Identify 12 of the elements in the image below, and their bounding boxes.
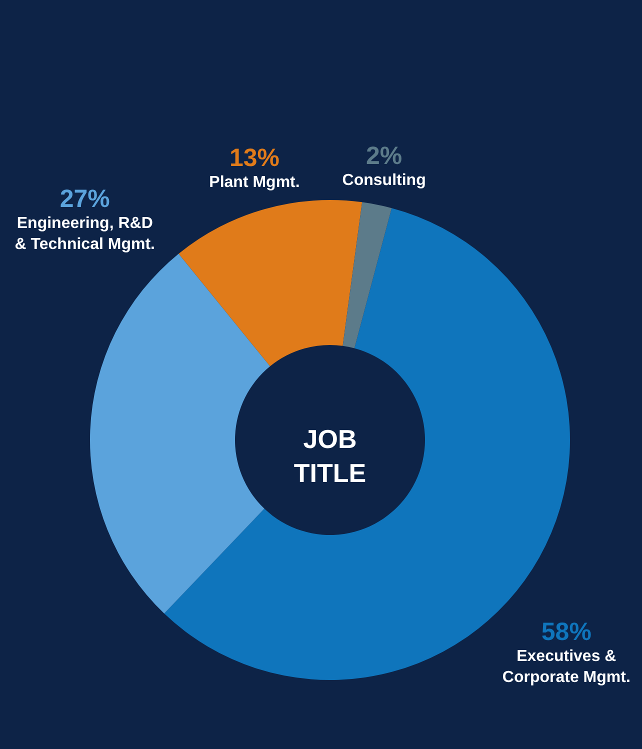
data-label: 27% xyxy=(60,184,110,213)
slice-label: Engineering, R&D & Technical Mgmt. xyxy=(14,214,155,253)
data-label: 58% xyxy=(541,618,592,646)
data-label: 13% xyxy=(229,144,280,172)
text: JOB TITLE xyxy=(294,424,366,488)
data-label: 2% xyxy=(366,142,402,170)
donut-slice xyxy=(90,254,270,614)
slice-label: Executives & Corporate Mgmt. xyxy=(502,648,630,686)
donut-slice xyxy=(178,200,362,366)
slice-label: Plant Mgmt. xyxy=(209,174,300,191)
slice-label: Consulting xyxy=(342,172,426,189)
donut-slice xyxy=(342,202,392,348)
